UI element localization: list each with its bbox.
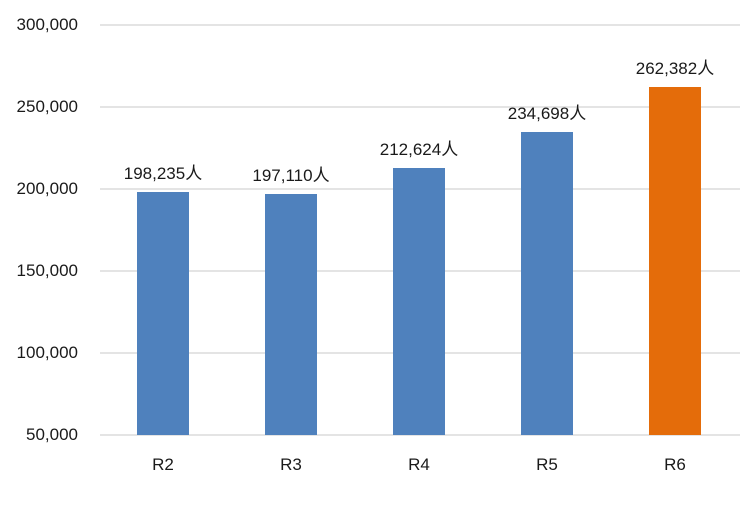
y-axis-tick-label: 100,000 — [16, 343, 78, 362]
data-label-r2: 198,235人 — [123, 163, 203, 183]
gridline — [100, 106, 740, 108]
gridline — [100, 434, 740, 436]
data-label-r3: 197,110人 — [252, 165, 330, 185]
bar-r5 — [521, 132, 573, 435]
bar-r4 — [393, 168, 445, 435]
x-axis-tick-label: R5 — [536, 455, 558, 474]
y-axis-tick-label: 150,000 — [16, 261, 78, 280]
y-axis-tick-label: 250,000 — [16, 97, 78, 116]
y-axis-tick-label: 50,000 — [26, 425, 78, 444]
x-axis-tick-label: R3 — [280, 455, 302, 474]
gridline — [100, 24, 740, 26]
data-label-r6: 262,382人 — [635, 58, 715, 78]
data-label-r4: 212,624人 — [379, 140, 459, 160]
bar-r2 — [137, 191, 189, 435]
y-axis-tick-label: 300,000 — [16, 15, 78, 34]
x-axis-tick-label: R6 — [664, 455, 686, 474]
bar-r6 — [649, 86, 701, 435]
x-axis-tick-label: R2 — [152, 455, 174, 474]
data-label-r5: 234,698人 — [507, 104, 587, 124]
y-axis-tick-label: 200,000 — [16, 179, 78, 198]
bar-r3 — [265, 193, 317, 435]
x-axis-tick-label: R4 — [408, 455, 430, 474]
